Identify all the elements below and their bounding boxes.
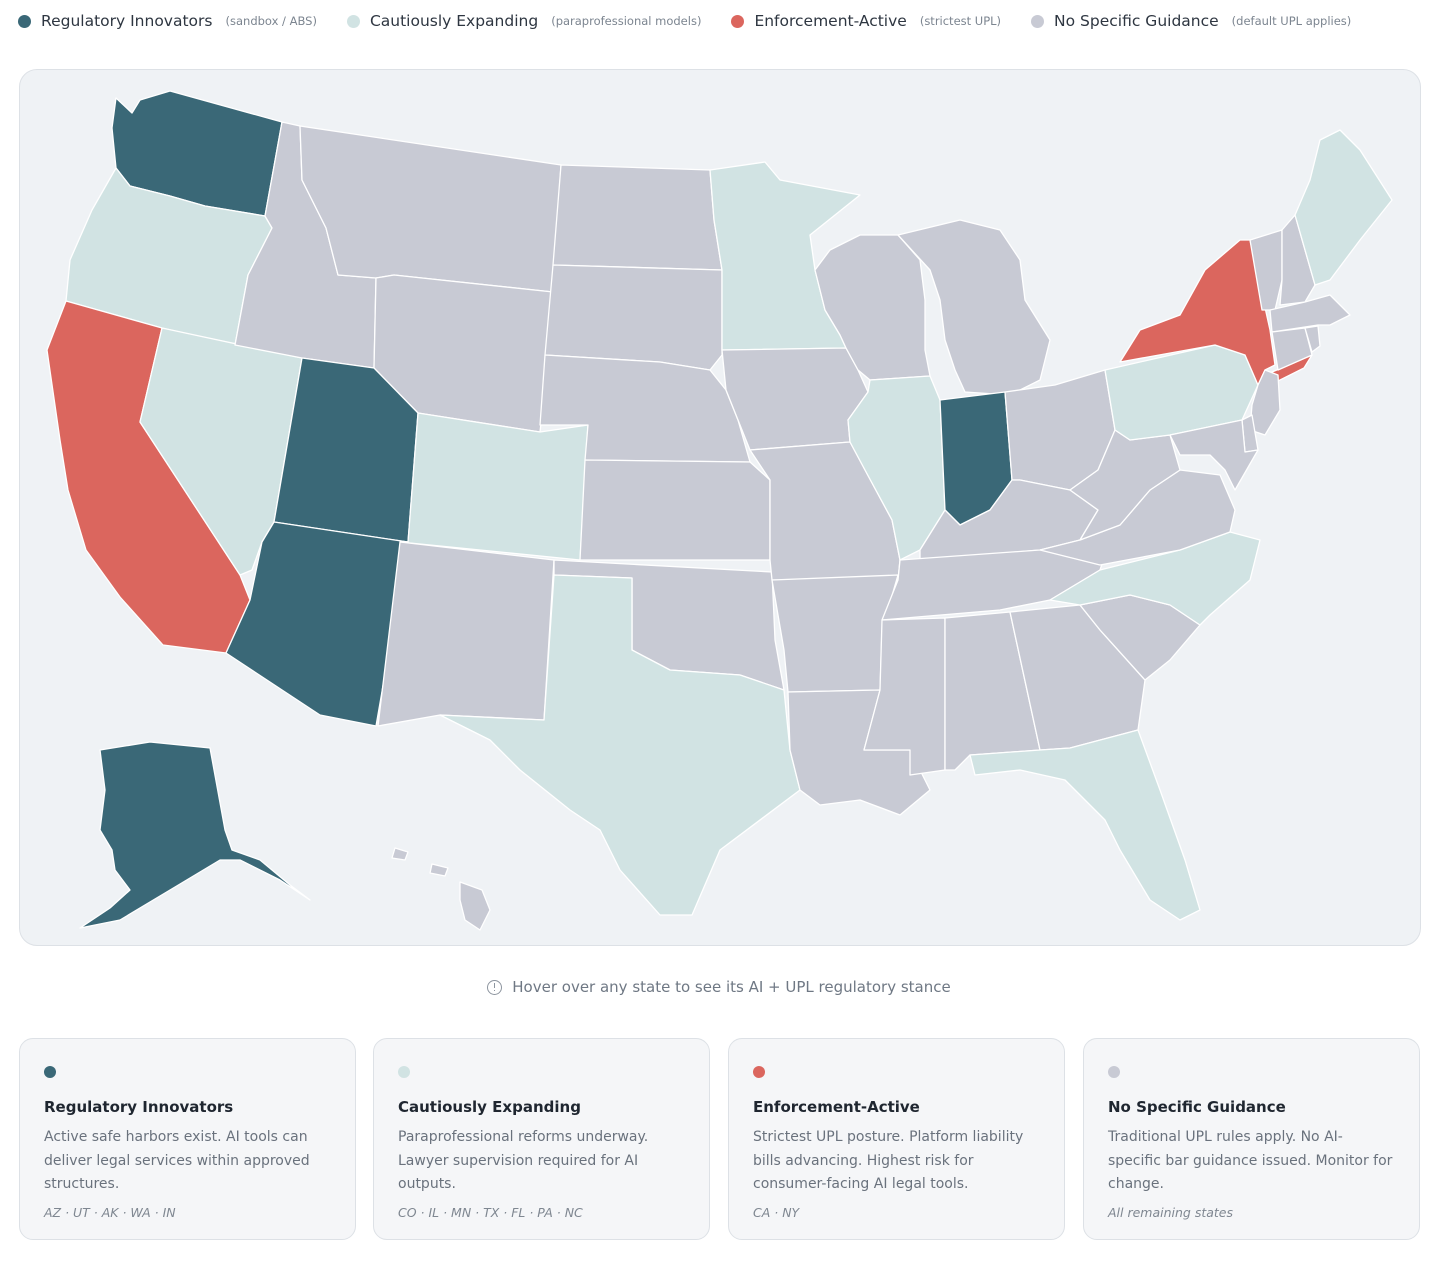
card-title: No Specific Guidance [1108, 1098, 1286, 1116]
legend-label: Regulatory Innovators [41, 12, 213, 30]
legend: Regulatory Innovators (sandbox / ABS) Ca… [18, 8, 1381, 34]
card-expanding: Cautiously Expanding Paraprofessional re… [373, 1038, 710, 1240]
state-NE[interactable] [539, 354, 751, 463]
card-states: All remaining states [1108, 1204, 1234, 1220]
state-FL[interactable] [969, 729, 1201, 921]
state-VT[interactable] [1249, 229, 1283, 311]
state-MI[interactable] [897, 219, 1051, 396]
info-icon [487, 979, 503, 995]
card-description: Traditional UPL rules apply. No AI-speci… [1108, 1129, 1393, 1192]
state-WV[interactable] [1069, 429, 1181, 541]
us-map-panel [19, 69, 1421, 946]
state-IL[interactable] [847, 375, 946, 561]
state-ND[interactable] [552, 164, 723, 271]
hover-hint: Hover over any state to see its AI + UPL… [0, 978, 1438, 996]
card-states: AZ · UT · AK · WA · IN [44, 1204, 176, 1220]
legend-dot-none [1031, 14, 1045, 28]
state-HI[interactable] [391, 847, 491, 931]
card-title: Regulatory Innovators [44, 1098, 234, 1116]
legend-dot-innovators [18, 14, 31, 28]
state-WI[interactable] [814, 234, 931, 381]
card-title: Enforcement-Active [753, 1098, 920, 1116]
card-dot-expanding [398, 1066, 410, 1078]
card-states: CA · NY [753, 1204, 800, 1220]
card-description: Active safe harbors exist. AI tools can … [44, 1129, 310, 1192]
legend-item-expanding: Cautiously Expanding (paraprofessional m… [346, 12, 702, 30]
legend-dot-expanding [346, 14, 360, 28]
card-innovators: Regulatory Innovators Active safe harbor… [19, 1038, 356, 1240]
legend-label: Enforcement-Active [754, 12, 907, 30]
state-RI[interactable] [1304, 325, 1321, 353]
state-AR[interactable] [771, 574, 899, 693]
hint-text: Hover over any state to see its AI + UPL… [512, 978, 951, 996]
card-enforcement: Enforcement-Active Strictest UPL posture… [728, 1038, 1065, 1240]
legend-sublabel: (sandbox / ABS) [225, 14, 317, 28]
legend-label: No Specific Guidance [1054, 12, 1219, 30]
state-NC[interactable] [1049, 531, 1261, 626]
legend-sublabel: (strictest UPL) [919, 14, 1002, 28]
card-description: Strictest UPL posture. Platform liabilit… [753, 1129, 1024, 1192]
legend-label: Cautiously Expanding [369, 12, 539, 30]
state-NY[interactable] [1119, 239, 1276, 386]
state-AK[interactable] [79, 741, 311, 929]
state-IA[interactable] [721, 347, 869, 451]
legend-dot-enforcement [731, 14, 745, 28]
category-cards: Regulatory Innovators Active safe harbor… [19, 1038, 1420, 1240]
state-NM[interactable] [377, 541, 555, 727]
card-dot-enforcement [753, 1066, 765, 1078]
legend-item-enforcement: Enforcement-Active (strictest UPL) [731, 12, 1001, 30]
card-title: Cautiously Expanding [398, 1098, 581, 1116]
card-none: No Specific Guidance Traditional UPL rul… [1083, 1038, 1420, 1240]
state-SD[interactable] [544, 264, 723, 371]
card-dot-innovators [44, 1066, 56, 1078]
state-CT[interactable] [1271, 327, 1313, 371]
card-description: Paraprofessional reforms underway. Lawye… [398, 1129, 649, 1192]
legend-sublabel: (default UPL applies) [1231, 14, 1352, 28]
state-NJ[interactable] [1249, 369, 1281, 436]
state-MD[interactable] [1169, 419, 1259, 491]
state-TX[interactable] [439, 574, 801, 916]
state-CO[interactable] [399, 412, 589, 561]
legend-item-none: No Specific Guidance (default UPL applie… [1031, 12, 1351, 30]
state-MT[interactable] [299, 125, 562, 293]
us-map [46, 90, 1393, 931]
legend-item-innovators: Regulatory Innovators (sandbox / ABS) [18, 12, 317, 30]
legend-sublabel: (paraprofessional models) [551, 14, 702, 28]
state-KS[interactable] [579, 459, 771, 561]
card-dot-none [1108, 1066, 1120, 1078]
card-states: CO · IL · MN · TX · FL · PA · NC [398, 1204, 583, 1220]
state-ME[interactable] [1294, 129, 1393, 286]
